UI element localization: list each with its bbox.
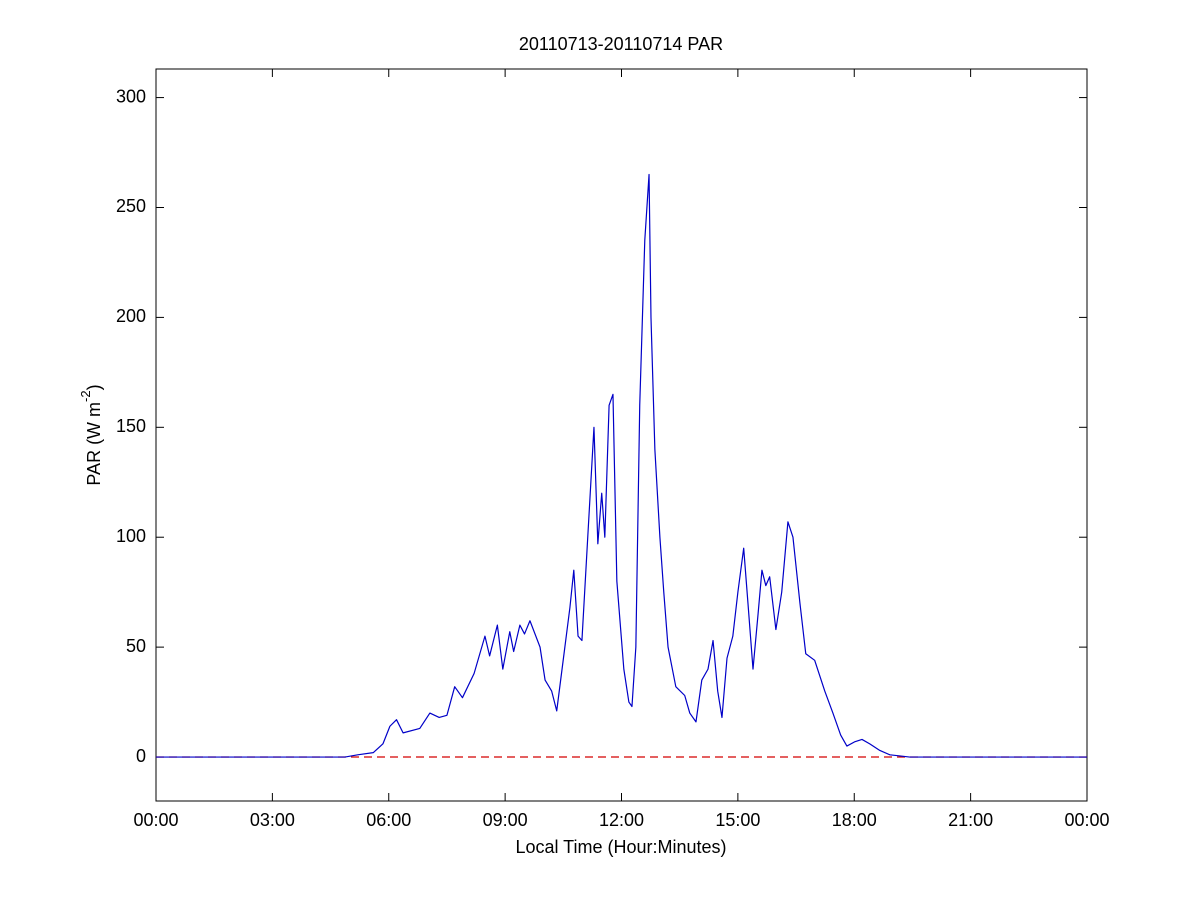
- y-tick-label: 0: [136, 746, 146, 766]
- y-tick-label: 50: [126, 636, 146, 656]
- chart-title: 20110713-20110714 PAR: [519, 34, 723, 54]
- y-tick-label: 150: [116, 416, 146, 436]
- x-tick-label: 18:00: [832, 810, 877, 830]
- data-line: [156, 173, 1087, 758]
- y-tick-label: 250: [116, 196, 146, 216]
- x-tick-label: 00:00: [133, 810, 178, 830]
- plot-frame: [155, 68, 1088, 802]
- x-axis-label: Local Time (Hour:Minutes): [515, 837, 726, 857]
- x-tick-label: 09:00: [483, 810, 528, 830]
- y-axis-label: PAR (W m-2): [78, 384, 103, 485]
- y-axis-label-sup: -2: [78, 390, 93, 402]
- y-axis-label-main: PAR (W m: [84, 402, 104, 486]
- x-tick-label: 00:00: [1064, 810, 1109, 830]
- y-tick-label: 300: [116, 86, 146, 106]
- x-tick-label: 06:00: [366, 810, 411, 830]
- x-tick-label: 15:00: [715, 810, 760, 830]
- y-axis-label-end: ): [84, 384, 104, 390]
- x-tick-label: 03:00: [250, 810, 295, 830]
- x-tick-label: 12:00: [599, 810, 644, 830]
- x-tick-label: 21:00: [948, 810, 993, 830]
- y-tick-label: 200: [116, 306, 146, 326]
- y-tick-label: 100: [116, 526, 146, 546]
